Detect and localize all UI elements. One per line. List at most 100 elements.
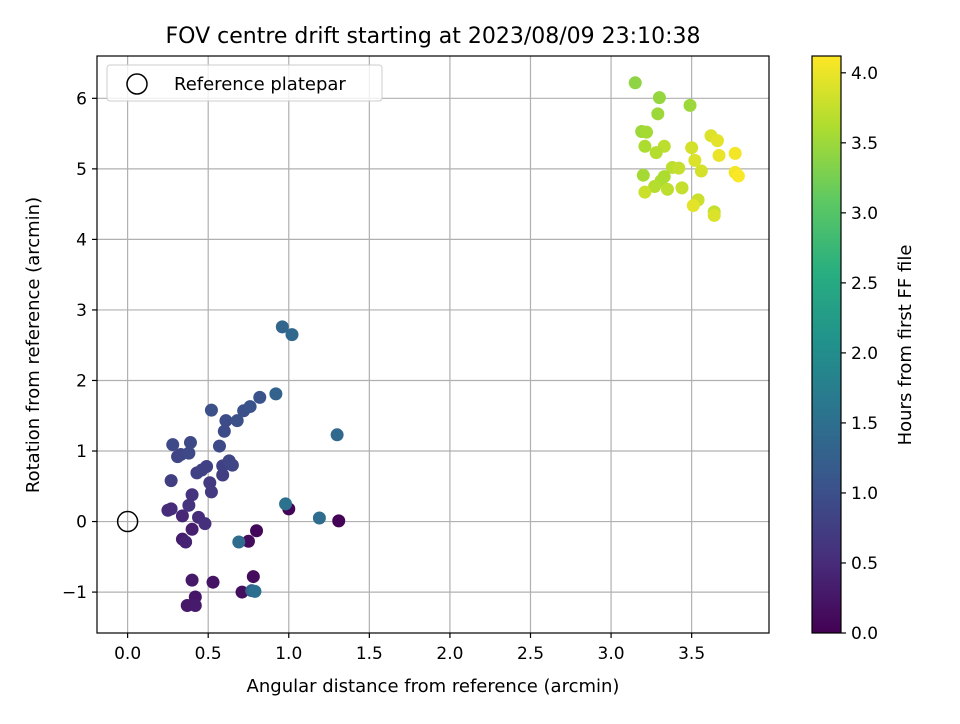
data-point bbox=[332, 514, 346, 528]
colorbar-tick-label: 3.5 bbox=[851, 134, 878, 154]
data-point bbox=[688, 153, 702, 167]
data-point bbox=[694, 164, 708, 178]
x-tick-label: 1.0 bbox=[275, 644, 302, 664]
y-tick-label: −1 bbox=[62, 583, 87, 603]
data-point bbox=[182, 446, 196, 460]
colorbar-frame bbox=[811, 55, 842, 634]
y-tick-label: 6 bbox=[76, 89, 87, 109]
data-point bbox=[164, 502, 178, 516]
colorbar-ticks: 0.0 0.5 1.0 1.5 2.0 2.5 3.0 3.5 4.0 bbox=[841, 64, 878, 644]
data-point bbox=[166, 438, 180, 452]
data-point bbox=[185, 522, 199, 536]
reference-marker-layer bbox=[116, 510, 139, 533]
colorbar-tick-label: 0.0 bbox=[851, 624, 878, 644]
data-point bbox=[649, 146, 663, 160]
chart-title: FOV centre drift starting at 2023/08/09 … bbox=[166, 24, 701, 49]
data-point bbox=[225, 458, 239, 472]
x-axis-ticks: 0.0 0.5 1.0 1.5 2.0 2.5 3.0 3.5 bbox=[114, 633, 705, 664]
legend-box bbox=[106, 64, 383, 102]
data-point bbox=[279, 497, 293, 511]
y-tick-label: 5 bbox=[76, 160, 87, 180]
y-axis-ticks: −1 0 1 2 3 4 5 6 bbox=[62, 89, 97, 603]
colorbar-label: Hours from first FF file bbox=[895, 245, 916, 446]
x-tick-label: 3.0 bbox=[598, 644, 625, 664]
x-tick-label: 0.0 bbox=[114, 644, 141, 664]
colorbar-tick-label: 4.0 bbox=[851, 64, 878, 84]
data-point bbox=[660, 182, 674, 196]
data-point bbox=[330, 428, 344, 442]
data-point bbox=[648, 179, 662, 193]
x-tick-label: 0.5 bbox=[195, 644, 222, 664]
data-point bbox=[243, 400, 257, 414]
data-point bbox=[182, 498, 196, 512]
data-point bbox=[651, 107, 665, 121]
data-point bbox=[206, 575, 220, 589]
colorbar-gradient bbox=[812, 56, 841, 633]
legend-reference-marker bbox=[126, 73, 148, 95]
data-point bbox=[241, 534, 255, 548]
data-point bbox=[219, 414, 233, 428]
legend-entry-reference: Reference platepar bbox=[174, 74, 346, 95]
colorbar-tick-label: 1.5 bbox=[851, 414, 878, 434]
scatter-points bbox=[161, 76, 745, 612]
colorbar: 0.0 0.5 1.0 1.5 2.0 2.5 3.0 3.5 4.0 Hours from f… bbox=[811, 55, 916, 644]
y-tick-label: 0 bbox=[76, 513, 87, 533]
data-point bbox=[217, 424, 231, 438]
data-point bbox=[638, 185, 652, 199]
colorbar-tick-label: 2.5 bbox=[851, 274, 878, 294]
data-point bbox=[685, 141, 699, 155]
y-tick-label: 1 bbox=[76, 442, 87, 462]
x-tick-label: 2.5 bbox=[517, 644, 544, 664]
data-point bbox=[638, 139, 652, 153]
data-point bbox=[204, 403, 218, 417]
data-point bbox=[250, 524, 264, 538]
data-point bbox=[672, 161, 686, 175]
data-point bbox=[179, 535, 193, 549]
y-tick-label: 4 bbox=[76, 230, 87, 250]
x-tick-label: 3.5 bbox=[678, 644, 705, 664]
data-point bbox=[707, 208, 721, 222]
data-point bbox=[636, 168, 650, 182]
data-point bbox=[203, 476, 217, 490]
data-point bbox=[652, 91, 666, 105]
data-point bbox=[731, 169, 745, 183]
data-point bbox=[640, 125, 654, 139]
data-point bbox=[248, 584, 262, 598]
data-point bbox=[712, 148, 726, 162]
x-tick-label: 2.0 bbox=[436, 644, 463, 664]
data-point bbox=[212, 439, 226, 453]
colorbar-tick-label: 3.0 bbox=[851, 204, 878, 224]
plot-area-frame bbox=[96, 55, 770, 634]
data-point bbox=[675, 181, 689, 195]
y-tick-label: 3 bbox=[76, 301, 87, 321]
colorbar-tick-label: 2.0 bbox=[851, 344, 878, 364]
data-point bbox=[312, 511, 326, 525]
y-tick-label: 2 bbox=[76, 371, 87, 391]
data-point bbox=[235, 585, 249, 599]
data-point bbox=[232, 535, 246, 549]
data-point bbox=[285, 328, 299, 342]
x-axis-label: Angular distance from reference (arcmin) bbox=[247, 676, 620, 697]
legend: Reference platepar bbox=[106, 64, 383, 102]
data-point bbox=[246, 570, 260, 584]
data-point bbox=[198, 517, 212, 531]
reference-platepar-marker bbox=[116, 510, 139, 533]
data-point bbox=[185, 488, 199, 502]
data-point bbox=[185, 573, 199, 587]
x-tick-label: 1.5 bbox=[356, 644, 383, 664]
data-point bbox=[183, 436, 197, 450]
data-point bbox=[164, 474, 178, 488]
data-point bbox=[628, 76, 642, 90]
colorbar-tick-label: 1.0 bbox=[851, 484, 878, 504]
data-point bbox=[200, 460, 214, 474]
data-point bbox=[188, 598, 202, 612]
data-point bbox=[686, 199, 700, 213]
data-point bbox=[275, 320, 289, 334]
y-axis-label: Rotation from reference (arcmin) bbox=[23, 197, 44, 493]
colorbar-tick-label: 0.5 bbox=[851, 554, 878, 574]
data-point bbox=[728, 146, 742, 160]
data-point bbox=[710, 134, 724, 148]
data-point bbox=[269, 387, 283, 401]
